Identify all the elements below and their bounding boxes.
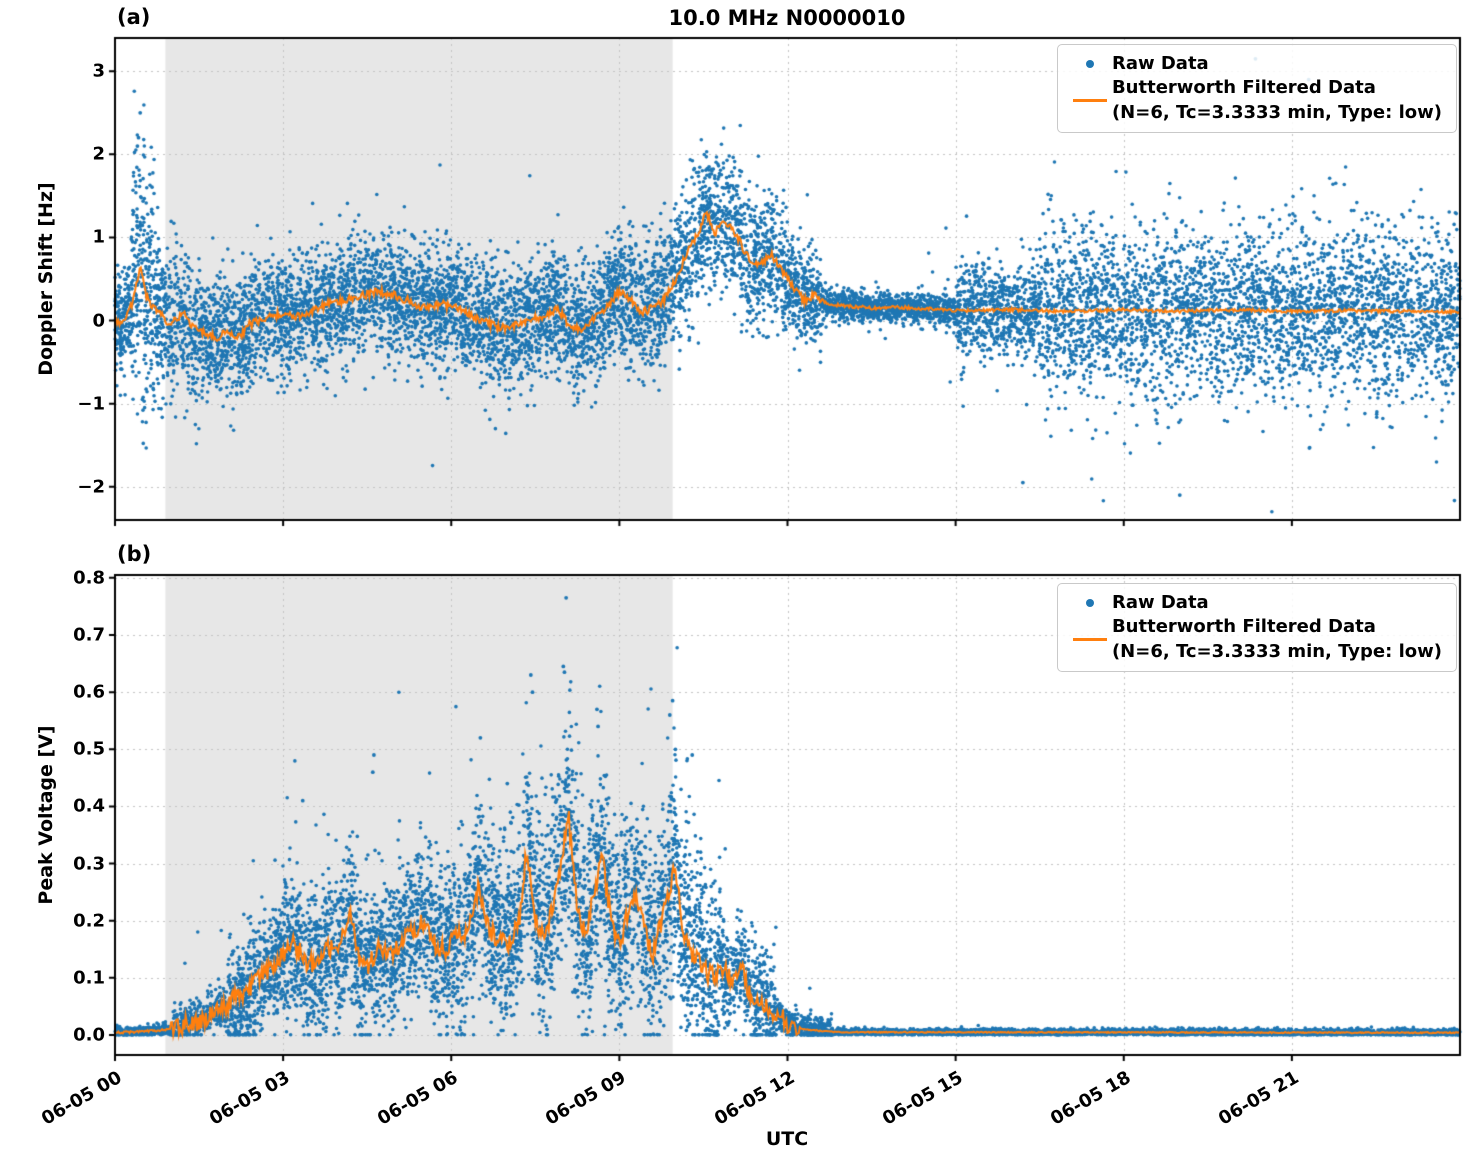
panel-b-label: (b) xyxy=(117,542,152,566)
legend-filtered-label-line2: (N=6, Tc=3.3333 min, Type: low) xyxy=(1111,640,1442,662)
raw-data-marker-icon xyxy=(1068,60,1112,69)
y-tick-label: 2 xyxy=(92,143,105,165)
panel-a-label: (a) xyxy=(117,5,151,29)
y-tick-label: −1 xyxy=(77,393,105,415)
legend-filtered-row: Butterworth Filtered Data (N=6, Tc=3.333… xyxy=(1068,615,1442,664)
y-tick-label: 1 xyxy=(92,226,105,248)
filtered-line-marker-icon xyxy=(1068,99,1112,103)
legend-filtered-row: Butterworth Filtered Data (N=6, Tc=3.333… xyxy=(1068,76,1442,125)
legend-panel-b: Raw Data Butterworth Filtered Data (N=6,… xyxy=(1056,583,1457,672)
raw-data-marker-icon xyxy=(1068,599,1112,608)
y-tick-label: 0.4 xyxy=(73,795,105,817)
chart-title: 10.0 MHz N0000010 xyxy=(668,6,906,30)
legend-filtered-label-line2: (N=6, Tc=3.3333 min, Type: low) xyxy=(1111,101,1442,123)
y-tick-label: 0.5 xyxy=(73,738,105,760)
legend-raw-label: Raw Data xyxy=(1111,592,1209,613)
filtered-line-marker-icon xyxy=(1068,638,1112,642)
y-tick-label: 0.2 xyxy=(73,910,105,932)
legend-raw-row: Raw Data xyxy=(1068,591,1442,615)
panel-b-ylabel: Peak Voltage [V] xyxy=(35,725,57,905)
y-tick-label: 0.6 xyxy=(73,681,105,703)
y-tick-label: 3 xyxy=(92,60,105,82)
y-tick-label: 0.0 xyxy=(73,1024,105,1046)
y-tick-label: 0.1 xyxy=(73,967,105,989)
y-tick-label: 0.7 xyxy=(73,624,105,646)
y-tick-label: 0.8 xyxy=(73,567,105,589)
legend-filtered-label-line1: Butterworth Filtered Data xyxy=(1111,616,1376,638)
legend-filtered-label: Butterworth Filtered Data (N=6, Tc=3.333… xyxy=(1112,615,1442,664)
y-tick-label: 0 xyxy=(92,310,105,332)
y-tick-label: 0.3 xyxy=(73,853,105,875)
legend-panel-a: Raw Data Butterworth Filtered Data (N=6,… xyxy=(1056,44,1457,133)
legend-filtered-label-line1: Butterworth Filtered Data xyxy=(1111,77,1376,99)
panel-a-ylabel: Doppler Shift [Hz] xyxy=(35,182,57,376)
legend-filtered-label: Butterworth Filtered Data (N=6, Tc=3.333… xyxy=(1112,76,1442,125)
legend-raw-label: Raw Data xyxy=(1111,53,1209,74)
legend-raw-row: Raw Data xyxy=(1068,52,1442,76)
y-tick-label: −2 xyxy=(77,476,105,498)
x-axis-label: UTC xyxy=(765,1128,809,1150)
